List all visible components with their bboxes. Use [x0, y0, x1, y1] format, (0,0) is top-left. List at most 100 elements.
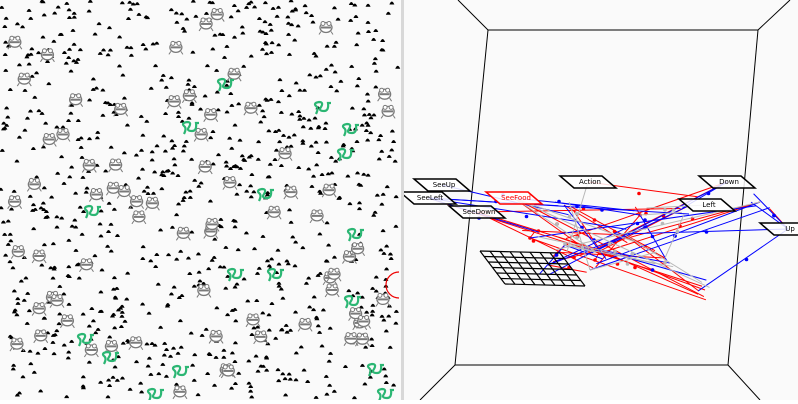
panel-divider[interactable] — [401, 0, 404, 400]
node-label: Left — [702, 201, 715, 209]
food-dot-icon — [185, 256, 191, 260]
food-dot-icon — [372, 210, 378, 214]
food-dot-icon — [210, 129, 216, 133]
food-dot-icon — [256, 140, 262, 144]
food-dot-icon — [389, 148, 395, 152]
frog-agent-icon — [40, 48, 55, 63]
food-dot-icon — [249, 395, 255, 399]
food-dot-icon — [209, 258, 215, 262]
food-dot-icon — [66, 350, 72, 354]
food-dot-icon — [57, 32, 63, 36]
frog-agent-icon — [243, 101, 259, 116]
frog-agent-icon — [166, 95, 182, 109]
food-dot-icon — [154, 144, 160, 148]
food-dot-icon — [262, 1, 268, 5]
connection-weight-marker — [625, 262, 630, 266]
connection-edge — [664, 214, 685, 259]
food-dot-icon — [66, 274, 72, 278]
food-dot-icon — [3, 16, 9, 20]
food-dot-icon — [181, 144, 187, 148]
output-node-down[interactable]: Down — [696, 175, 758, 189]
frog-agent-icon — [10, 245, 26, 259]
food-dot-icon — [361, 172, 367, 176]
food-dot-icon — [173, 11, 179, 15]
food-dot-icon — [278, 287, 284, 291]
input-node-seefood[interactable]: SeeFood — [483, 191, 545, 205]
output-node-up[interactable]: Up — [757, 222, 798, 236]
food-dot-icon — [29, 74, 35, 78]
food-dot-icon — [208, 136, 214, 140]
food-dot-icon — [190, 0, 196, 3]
food-dot-icon — [67, 47, 73, 51]
frog-agent-icon — [83, 343, 99, 358]
food-dot-icon — [348, 1, 354, 5]
food-dot-icon — [160, 73, 166, 77]
food-dot-icon — [369, 337, 375, 341]
food-dot-icon — [295, 24, 301, 28]
connection-weight-marker — [630, 252, 635, 256]
food-dot-icon — [366, 112, 372, 116]
food-dot-icon — [73, 225, 79, 229]
input-node-seeleft[interactable]: SeeLeft — [397, 191, 459, 205]
output-node-left[interactable]: Left — [676, 198, 738, 212]
food-dot-icon — [57, 284, 63, 288]
food-dot-icon — [269, 301, 275, 305]
frog-agent-icon — [105, 181, 121, 196]
food-dot-icon — [75, 119, 81, 123]
food-dot-icon — [112, 365, 118, 369]
output-node-action[interactable]: Action — [557, 175, 619, 189]
food-dot-icon — [278, 110, 284, 114]
food-dot-icon — [73, 248, 79, 252]
food-dot-icon — [100, 88, 106, 92]
food-dot-icon — [273, 130, 279, 134]
food-dot-icon — [359, 123, 365, 127]
food-dot-icon — [39, 111, 45, 115]
food-dot-icon — [296, 110, 302, 114]
food-dot-icon — [323, 67, 329, 71]
input-node-seeup[interactable]: SeeUp — [411, 178, 473, 192]
food-dot-icon — [106, 378, 112, 382]
food-dot-icon — [7, 260, 13, 264]
food-dot-icon — [283, 393, 289, 397]
food-dot-icon — [307, 305, 313, 309]
food-dot-icon — [134, 2, 140, 6]
neural-network-3d-view[interactable]: SeeUp SeeLeft SeeFood SeeDown Action Down Left… — [397, 0, 798, 401]
food-dot-icon — [371, 113, 377, 117]
input-node-seedown[interactable]: SeeDown — [446, 205, 508, 219]
frog-agent-icon — [197, 160, 213, 175]
food-dot-icon — [170, 171, 176, 175]
food-dot-icon — [7, 232, 13, 236]
food-dot-icon — [351, 396, 357, 400]
connection-edge — [548, 181, 728, 276]
food-dot-icon — [357, 207, 363, 211]
simulation-world-view[interactable] — [0, 0, 401, 402]
food-dot-icon — [98, 290, 104, 294]
snake-predator-icon — [313, 100, 331, 115]
food-dot-icon — [3, 68, 9, 72]
food-dot-icon — [118, 306, 124, 310]
food-dot-icon — [54, 329, 60, 333]
food-dot-icon — [169, 139, 175, 143]
food-dot-icon — [262, 20, 268, 24]
food-dot-icon — [335, 17, 341, 21]
food-dot-icon — [228, 92, 234, 96]
food-dot-icon — [277, 140, 283, 144]
food-dot-icon — [301, 368, 307, 372]
food-dot-icon — [108, 249, 114, 253]
food-dot-icon — [140, 256, 146, 260]
food-dot-icon — [236, 371, 242, 375]
connection-weight-marker — [637, 191, 641, 196]
food-dot-icon — [175, 351, 181, 355]
food-dot-icon — [349, 64, 355, 68]
food-dot-icon — [2, 232, 8, 236]
food-dot-icon — [229, 146, 235, 150]
food-dot-icon — [140, 43, 146, 47]
food-dot-icon — [43, 121, 49, 125]
food-dot-icon — [391, 383, 397, 387]
food-dot-icon — [346, 289, 352, 293]
food-dot-icon — [216, 153, 222, 157]
food-dot-icon — [171, 346, 177, 350]
food-dot-icon — [138, 114, 144, 118]
food-dot-icon — [324, 44, 330, 48]
frog-agent-icon — [7, 35, 23, 50]
